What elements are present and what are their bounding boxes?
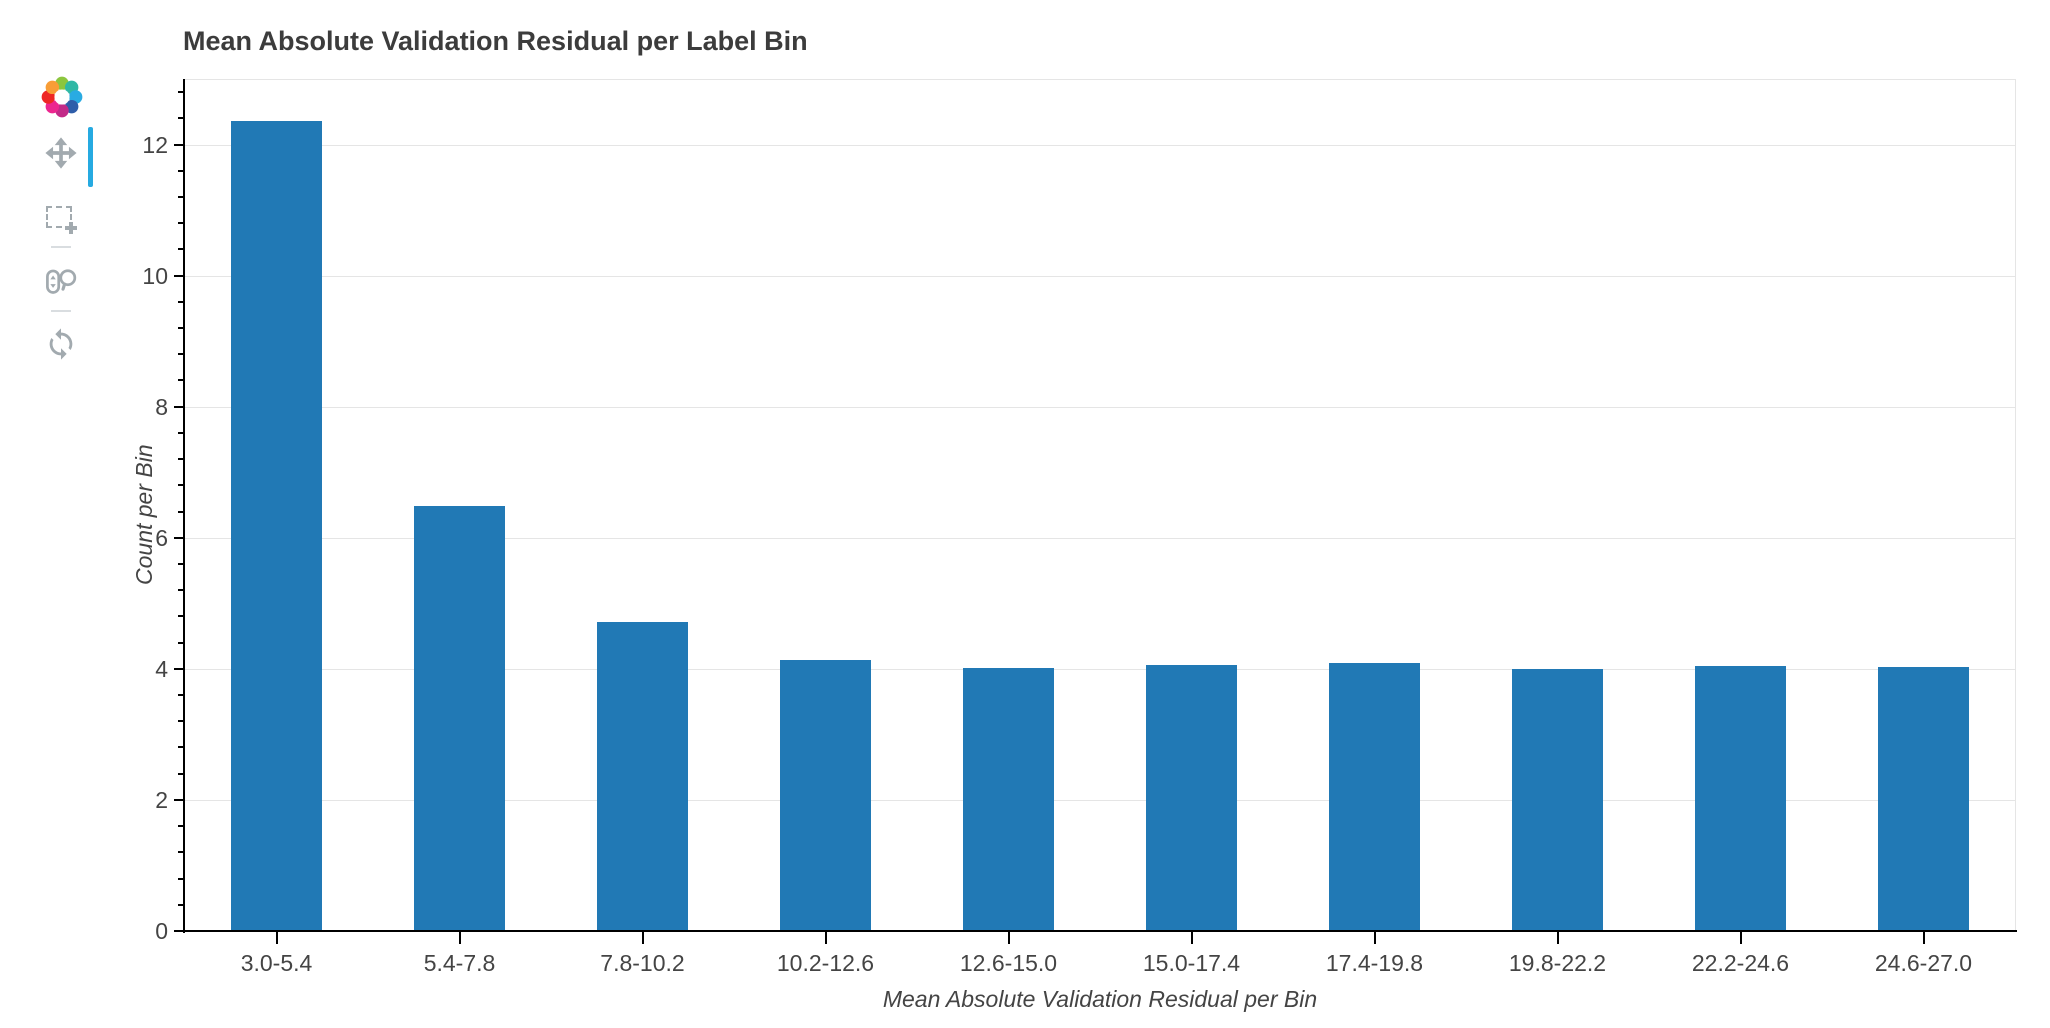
x-axis-major-tick xyxy=(641,932,644,944)
bar xyxy=(1145,664,1238,932)
y-axis-minor-tick xyxy=(178,562,184,565)
y-axis-minor-tick xyxy=(178,169,184,172)
bar xyxy=(413,506,506,932)
wheel-zoom-icon xyxy=(46,269,77,294)
y-axis-minor-tick xyxy=(178,772,184,775)
x-axis-major-tick xyxy=(458,932,461,944)
y-axis-minor-tick xyxy=(178,615,184,618)
gridline xyxy=(185,276,2015,278)
x-axis-major-tick xyxy=(824,932,827,944)
bar xyxy=(1694,665,1787,932)
y-axis-tick-label: 8 xyxy=(155,393,168,420)
y-axis-minor-tick xyxy=(178,300,184,303)
y-axis-tick-label: 6 xyxy=(155,524,168,551)
toolbar-separator xyxy=(51,246,71,248)
plot-area[interactable] xyxy=(185,79,2016,932)
x-axis-major-tick xyxy=(1922,932,1925,944)
y-axis-major-tick xyxy=(174,798,184,801)
y-axis-major-tick xyxy=(174,405,184,408)
gridline xyxy=(185,538,2015,540)
x-axis-major-tick xyxy=(1556,932,1559,944)
x-axis-tick-label: 15.0-17.4 xyxy=(1142,950,1241,976)
y-axis-line xyxy=(183,79,185,933)
y-axis-major-tick xyxy=(174,143,184,146)
bokeh-logo-icon xyxy=(41,76,83,118)
y-axis-minor-tick xyxy=(178,510,184,513)
y-axis-minor-tick xyxy=(178,694,184,697)
box-zoom-tool-button[interactable] xyxy=(44,202,78,236)
y-axis-minor-tick xyxy=(178,825,184,828)
y-axis-tick-label: 0 xyxy=(155,918,168,944)
y-axis-minor-tick xyxy=(178,851,184,854)
y-axis-minor-tick xyxy=(178,117,184,120)
y-axis-minor-tick xyxy=(178,484,184,487)
x-axis-tick-label: 19.8-22.2 xyxy=(1508,950,1607,976)
bar xyxy=(1328,663,1421,932)
y-axis-minor-tick xyxy=(178,589,184,592)
y-axis-major-tick xyxy=(174,274,184,277)
pan-icon xyxy=(45,137,77,169)
y-axis-minor-tick xyxy=(178,903,184,906)
bar xyxy=(779,660,872,932)
gridline xyxy=(185,669,2015,671)
y-axis-tick-label: 12 xyxy=(142,131,168,158)
x-axis-tick-label: 3.0-5.4 xyxy=(240,950,313,976)
y-axis-major-tick xyxy=(174,930,184,932)
x-axis-label: Mean Absolute Validation Residual per Bi… xyxy=(882,986,1318,1012)
x-axis-tick-label: 5.4-7.8 xyxy=(423,950,496,976)
x-axis-line xyxy=(183,930,2017,932)
y-axis-major-tick xyxy=(174,667,184,670)
chart-title: Mean Absolute Validation Residual per La… xyxy=(183,26,808,56)
y-axis-minor-tick xyxy=(178,195,184,198)
toolbar xyxy=(0,0,100,420)
y-axis-tick-label: 10 xyxy=(142,262,168,289)
gridline xyxy=(185,800,2015,802)
y-axis-minor-tick xyxy=(178,353,184,356)
bar xyxy=(596,622,689,932)
y-axis-tick-label: 4 xyxy=(155,655,168,682)
y-axis-minor-tick xyxy=(178,222,184,225)
x-axis-tick-label: 24.6-27.0 xyxy=(1874,950,1973,976)
bar xyxy=(962,667,1055,932)
reset-icon xyxy=(49,328,73,360)
y-axis-major-tick xyxy=(174,536,184,539)
y-axis-tick-label: 2 xyxy=(155,786,168,813)
x-axis-tick-label: 22.2-24.6 xyxy=(1691,950,1790,976)
x-axis-tick-label: 12.6-15.0 xyxy=(959,950,1058,976)
x-axis-major-tick xyxy=(1373,932,1376,944)
toolbar-separator xyxy=(51,310,71,312)
y-axis-minor-tick xyxy=(178,877,184,880)
y-axis-minor-tick xyxy=(178,327,184,330)
x-axis-tick-label: 10.2-12.6 xyxy=(776,950,875,976)
x-axis-major-tick xyxy=(1739,932,1742,944)
y-axis-label: Count per Bin xyxy=(131,444,157,585)
y-axis-minor-tick xyxy=(178,641,184,644)
gridline xyxy=(185,145,2015,147)
box-zoom-icon xyxy=(44,202,78,236)
reset-tool-button[interactable] xyxy=(44,327,78,361)
gridline xyxy=(185,407,2015,409)
bar xyxy=(230,121,323,932)
y-axis-minor-tick xyxy=(178,379,184,382)
y-axis-minor-tick xyxy=(178,746,184,749)
x-axis-major-tick xyxy=(1007,932,1010,944)
y-axis-minor-tick xyxy=(178,248,184,251)
bar xyxy=(1511,669,1604,932)
y-axis-minor-tick xyxy=(178,431,184,434)
y-axis-minor-tick xyxy=(178,458,184,461)
y-axis-minor-tick xyxy=(178,720,184,723)
x-axis-tick-label: 17.4-19.8 xyxy=(1325,950,1424,976)
pan-tool-button[interactable] xyxy=(44,136,78,170)
x-axis-major-tick xyxy=(275,932,278,944)
bokeh-logo[interactable] xyxy=(41,76,83,118)
x-axis-tick-label: 7.8-10.2 xyxy=(600,950,685,976)
bar xyxy=(1877,667,1970,932)
y-axis-minor-tick xyxy=(178,91,184,94)
wheel-zoom-tool-button[interactable] xyxy=(44,263,78,297)
active-tool-indicator xyxy=(88,127,93,187)
x-axis-major-tick xyxy=(1190,932,1193,944)
